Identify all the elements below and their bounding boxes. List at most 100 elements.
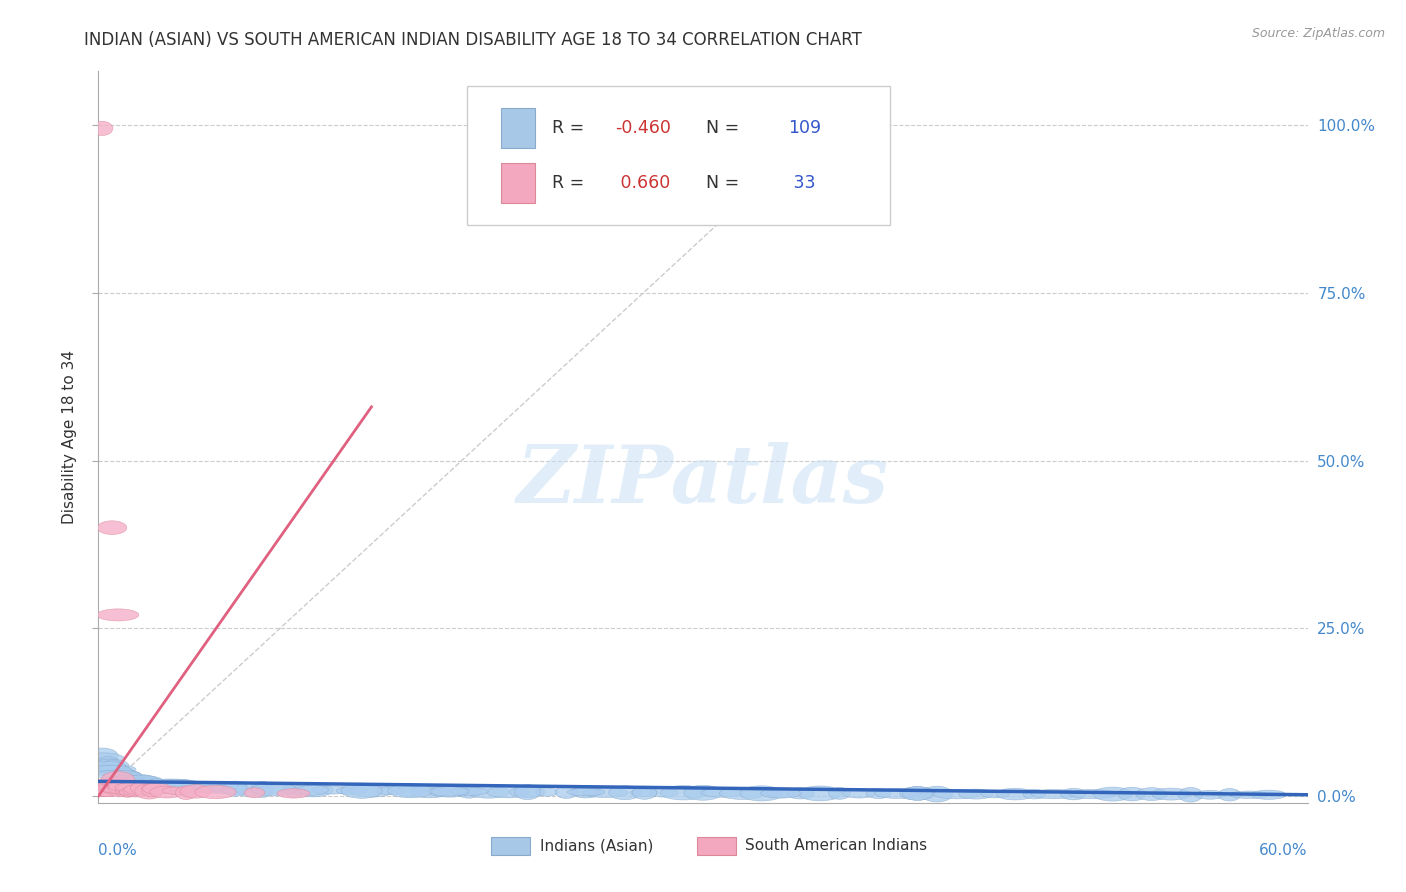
Ellipse shape (159, 780, 194, 793)
Ellipse shape (103, 771, 141, 779)
Ellipse shape (311, 786, 353, 794)
Ellipse shape (111, 775, 149, 783)
Ellipse shape (630, 789, 658, 797)
Ellipse shape (166, 780, 202, 795)
Ellipse shape (236, 782, 262, 797)
Ellipse shape (153, 779, 200, 794)
Ellipse shape (786, 788, 814, 799)
Ellipse shape (257, 785, 299, 794)
Ellipse shape (633, 786, 657, 799)
Ellipse shape (900, 787, 935, 800)
Ellipse shape (149, 786, 184, 798)
Text: 109: 109 (787, 120, 821, 137)
Ellipse shape (118, 775, 165, 790)
Ellipse shape (921, 786, 953, 802)
Ellipse shape (91, 759, 129, 772)
Text: 0.660: 0.660 (614, 174, 671, 193)
Ellipse shape (875, 789, 921, 798)
Ellipse shape (536, 788, 558, 797)
Ellipse shape (702, 789, 744, 797)
Ellipse shape (283, 783, 305, 797)
Ellipse shape (141, 783, 165, 797)
Text: ZIPatlas: ZIPatlas (517, 442, 889, 520)
Text: Indians (Asian): Indians (Asian) (540, 838, 654, 854)
Ellipse shape (683, 785, 723, 800)
Ellipse shape (430, 787, 470, 796)
Ellipse shape (108, 780, 143, 792)
Ellipse shape (111, 774, 159, 789)
Ellipse shape (114, 772, 141, 785)
Ellipse shape (932, 789, 980, 799)
Ellipse shape (222, 781, 247, 797)
Ellipse shape (91, 764, 136, 774)
Ellipse shape (142, 779, 172, 792)
Ellipse shape (97, 609, 139, 621)
Ellipse shape (221, 782, 249, 795)
Ellipse shape (131, 781, 160, 795)
Ellipse shape (93, 785, 120, 797)
Text: -0.460: -0.460 (614, 120, 671, 137)
Ellipse shape (1218, 789, 1241, 801)
Ellipse shape (122, 772, 145, 789)
Ellipse shape (1152, 788, 1191, 800)
Ellipse shape (98, 779, 125, 794)
Ellipse shape (567, 789, 605, 796)
Ellipse shape (1195, 790, 1225, 799)
Y-axis label: Disability Age 18 to 34: Disability Age 18 to 34 (62, 350, 77, 524)
Ellipse shape (124, 784, 159, 795)
Ellipse shape (195, 786, 236, 798)
Ellipse shape (1136, 788, 1167, 800)
Ellipse shape (115, 786, 139, 797)
Ellipse shape (995, 789, 1033, 800)
Ellipse shape (799, 786, 842, 801)
Ellipse shape (201, 783, 245, 794)
Ellipse shape (903, 787, 932, 800)
Ellipse shape (162, 787, 191, 795)
Ellipse shape (486, 786, 529, 797)
Ellipse shape (108, 770, 142, 784)
Ellipse shape (1031, 789, 1077, 798)
Ellipse shape (138, 776, 160, 792)
Ellipse shape (127, 779, 149, 788)
Ellipse shape (96, 778, 136, 785)
Ellipse shape (1069, 789, 1116, 799)
Ellipse shape (115, 784, 143, 796)
Ellipse shape (427, 786, 472, 797)
Ellipse shape (245, 788, 264, 797)
Ellipse shape (509, 787, 546, 797)
Ellipse shape (110, 771, 139, 781)
Ellipse shape (582, 788, 628, 797)
Ellipse shape (1251, 790, 1286, 799)
Text: 60.0%: 60.0% (1260, 843, 1308, 858)
Text: Source: ZipAtlas.com: Source: ZipAtlas.com (1251, 27, 1385, 40)
Ellipse shape (139, 778, 167, 791)
Ellipse shape (101, 785, 142, 794)
Ellipse shape (1229, 791, 1270, 798)
Ellipse shape (115, 782, 152, 792)
Ellipse shape (959, 789, 994, 799)
Ellipse shape (195, 783, 228, 793)
Ellipse shape (375, 787, 406, 795)
Ellipse shape (91, 121, 112, 136)
Ellipse shape (981, 790, 1010, 798)
Ellipse shape (720, 788, 765, 799)
Ellipse shape (457, 785, 481, 798)
Ellipse shape (112, 775, 150, 784)
Ellipse shape (609, 786, 641, 800)
Ellipse shape (145, 779, 193, 793)
Ellipse shape (336, 787, 367, 795)
Ellipse shape (571, 786, 600, 798)
Ellipse shape (142, 783, 172, 794)
Ellipse shape (1178, 788, 1202, 802)
Text: R =: R = (551, 120, 589, 137)
Ellipse shape (118, 781, 145, 796)
Ellipse shape (450, 788, 488, 796)
FancyBboxPatch shape (492, 838, 530, 855)
Ellipse shape (83, 753, 125, 765)
Ellipse shape (103, 768, 136, 778)
Ellipse shape (661, 786, 707, 800)
Ellipse shape (108, 781, 139, 795)
Ellipse shape (1060, 789, 1087, 800)
Ellipse shape (142, 780, 172, 791)
FancyBboxPatch shape (501, 108, 534, 148)
